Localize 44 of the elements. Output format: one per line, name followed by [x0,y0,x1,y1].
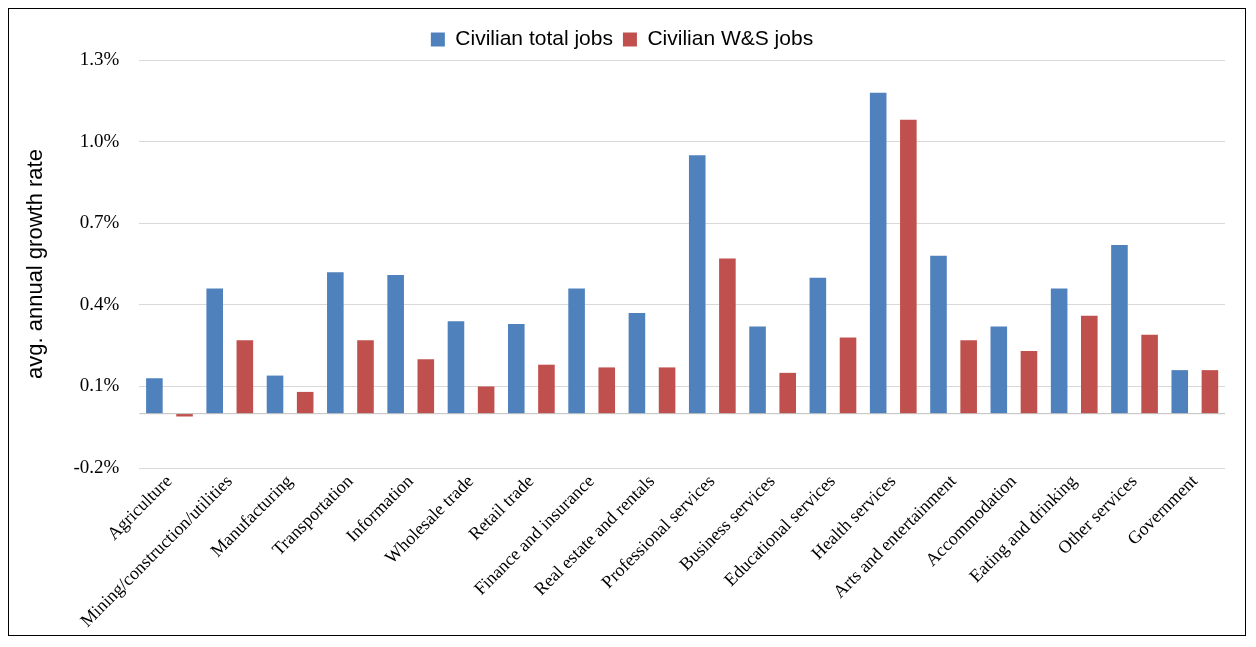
bar [1111,244,1128,414]
bar [658,367,676,414]
bar [688,155,706,414]
bar [296,391,314,414]
bar [507,323,525,414]
y-tick-label: 0.7% [79,211,120,233]
bar [930,255,947,414]
bar [447,321,465,414]
bar [900,119,917,414]
y-tick-label: 0.4% [79,292,120,314]
bar [869,92,887,414]
bar [477,386,495,414]
bar [206,288,223,414]
bar [1201,370,1219,414]
bar [1080,315,1098,414]
bar [779,372,796,414]
y-tick-label: 0.1% [79,374,120,396]
bar [719,258,736,414]
bar [568,288,585,414]
bar [598,367,616,414]
bar [266,375,284,414]
bar [628,313,646,414]
bar [1141,334,1158,414]
y-axis-title: avg. annual growth rate [22,149,48,379]
bar [1050,288,1068,414]
legend-label: Civilian W&S jobs [647,26,814,50]
y-tick-label: 1.0% [79,129,120,151]
bar [960,340,977,414]
bar [417,359,435,414]
bar [387,274,404,414]
bar [327,272,344,414]
bar [1020,351,1038,414]
bar [236,340,254,414]
bar [749,326,766,414]
bar [146,378,163,414]
bar [809,277,827,414]
y-tick-label: 1.3% [79,47,120,69]
bar [357,340,374,414]
bar [839,337,857,414]
bar [1171,370,1189,414]
bar [538,364,555,414]
bar [990,326,1008,414]
y-tick-label: -0.2% [73,456,120,478]
legend-label: Civilian total jobs [455,26,613,50]
